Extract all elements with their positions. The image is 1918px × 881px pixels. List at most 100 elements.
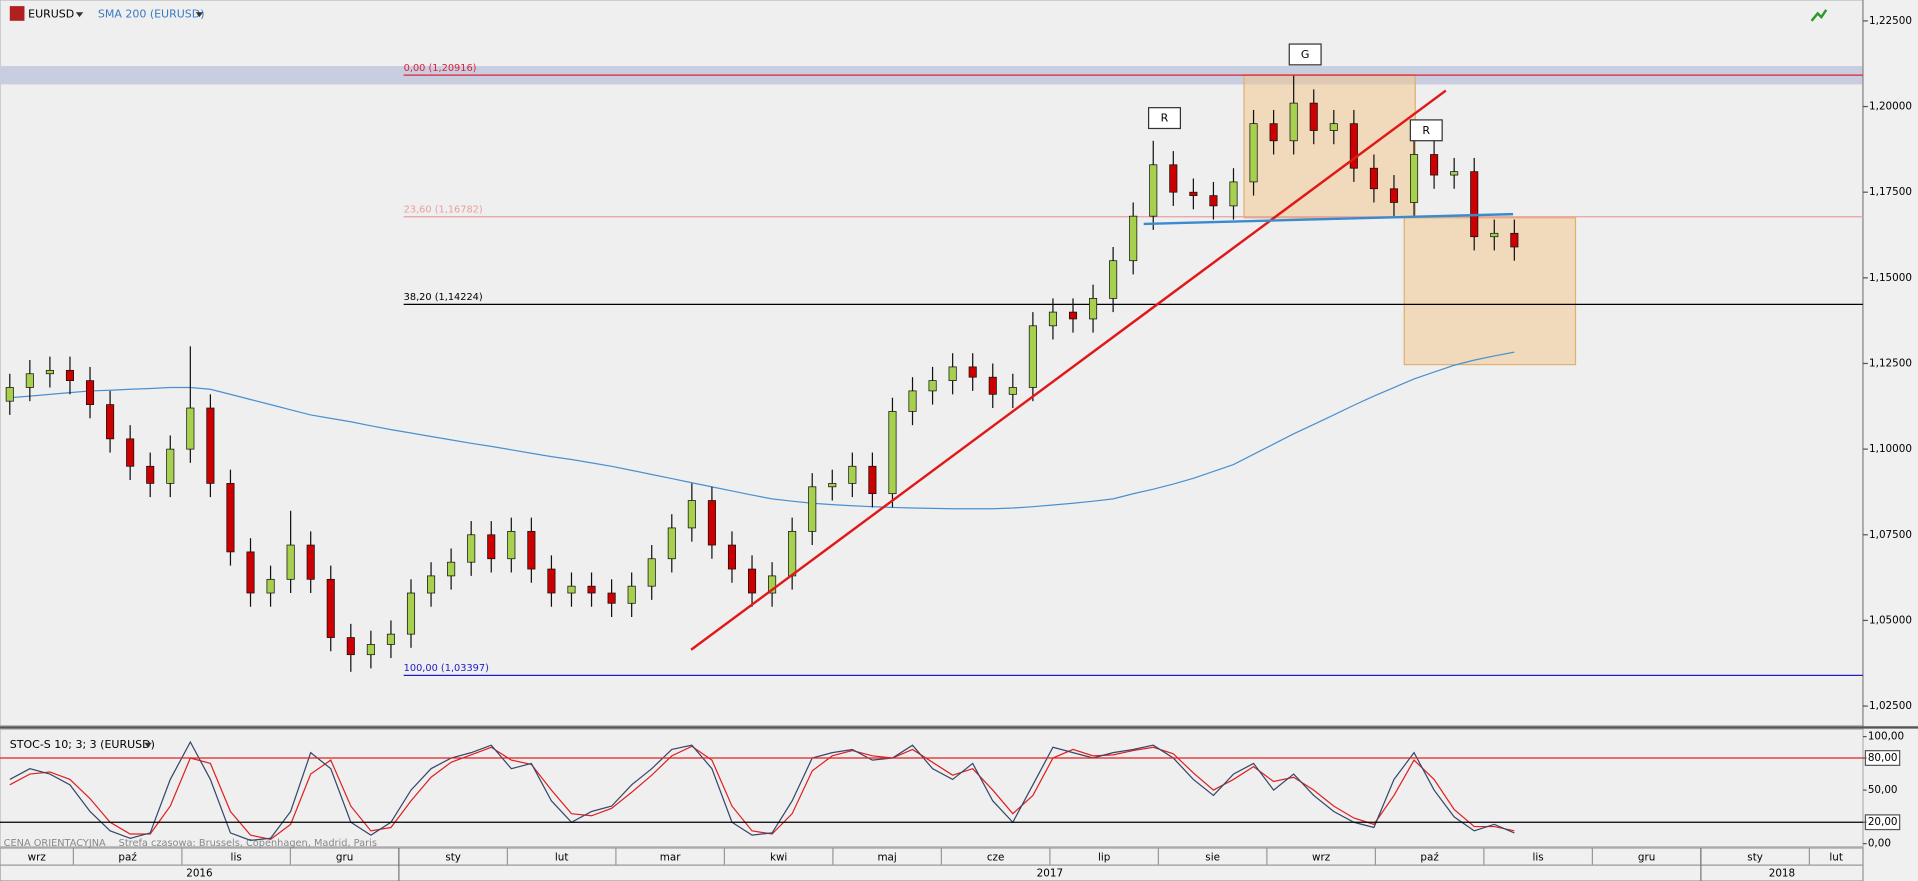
target-box: [1403, 217, 1577, 366]
candle-body: [687, 500, 696, 529]
month-label: wrz: [1312, 852, 1330, 864]
candle-body: [928, 380, 937, 392]
candle-body: [547, 568, 556, 594]
candle-body: [106, 404, 115, 440]
month-label: sty: [445, 852, 461, 864]
oscillator-panel: [0, 728, 1864, 848]
candle-body: [1510, 232, 1519, 248]
y-tick-label: 0,00: [1868, 838, 1891, 850]
candle-body: [1389, 188, 1399, 203]
candle-body: [908, 390, 917, 412]
candle-body: [727, 544, 737, 570]
candle-body: [467, 534, 476, 563]
y-tick-label: 1,20000: [1869, 101, 1912, 113]
candle-body: [447, 561, 456, 577]
month-label: paź: [1420, 852, 1438, 864]
annotation-box: [1147, 107, 1182, 130]
candle-body: [808, 486, 817, 532]
candle-body: [1349, 123, 1358, 169]
month-label: paź: [118, 852, 136, 864]
candle-body: [246, 551, 255, 594]
candle-body: [1068, 311, 1078, 320]
candle-body: [186, 407, 195, 450]
candle-body: [948, 366, 957, 381]
candle-body: [326, 578, 335, 638]
candle-body: [286, 544, 295, 580]
month-label: lut: [555, 852, 569, 864]
month-label: sie: [1205, 852, 1220, 864]
y-tick-label: 1,15000: [1869, 272, 1912, 284]
year-label: 2016: [186, 868, 212, 880]
candle-body: [1409, 154, 1419, 203]
footer-timezone: Strefa czasowa: Brussels, Copenhagen, Ma…: [119, 838, 377, 849]
y-tick-label: 1,07500: [1869, 529, 1912, 541]
dropdown-arrow[interactable]: [144, 742, 152, 748]
candle-body: [1089, 298, 1098, 320]
candle-body: [366, 644, 375, 656]
candle-body: [988, 376, 997, 395]
month-label: lip: [1098, 852, 1111, 864]
fib-label: 0,00 (1,20916): [404, 63, 477, 74]
candle-body: [868, 465, 877, 495]
fib-label: 100,00 (1,03397): [404, 663, 489, 674]
candle-body: [1269, 123, 1278, 142]
candle-body: [226, 483, 235, 553]
candle-body: [1189, 191, 1198, 196]
candle-body: [25, 373, 34, 388]
month-label: gru: [336, 852, 353, 864]
candle-body: [1329, 123, 1338, 131]
candle-body: [85, 380, 95, 405]
candle-body: [788, 530, 797, 577]
annotation: R: [1161, 112, 1169, 125]
candle-body: [5, 387, 14, 402]
dropdown-arrow[interactable]: [195, 12, 204, 18]
candle-body: [507, 530, 516, 560]
chart-icon[interactable]: [1810, 9, 1828, 22]
month-label: mar: [660, 852, 681, 864]
candle-body: [527, 530, 536, 570]
pattern-box: [1243, 74, 1416, 219]
month-label: lut: [1829, 852, 1843, 864]
month-label: lis: [231, 852, 242, 864]
indicator[interactable]: SMA 200 (EURUSD): [98, 8, 205, 21]
month-label: kwi: [770, 852, 787, 864]
candle-body: [968, 366, 977, 378]
candle-body: [567, 585, 576, 594]
y-tick-label: 80,00: [1868, 752, 1898, 764]
candle-body: [1470, 171, 1479, 238]
symbol-icon: [9, 6, 25, 21]
candle-body: [346, 637, 355, 656]
y-tick-label: 1,02500: [1869, 700, 1912, 712]
main-panel: [0, 0, 1864, 727]
candle-body: [1289, 102, 1298, 142]
candle-body: [1450, 171, 1459, 176]
footer-label: CENA ORIENTACYJNA: [4, 838, 106, 849]
candle-body: [1209, 195, 1218, 207]
oscillator-title[interactable]: STOC-S 10; 3; 3 (EURUSD): [10, 738, 155, 751]
candle-body: [1249, 123, 1258, 183]
trend-line: [690, 89, 1447, 651]
candle-body: [828, 483, 837, 488]
y-tick-label: 1,12500: [1869, 357, 1912, 369]
annotation: G: [1301, 48, 1310, 61]
y-tick-label: 50,00: [1868, 784, 1898, 796]
candle-body: [1109, 260, 1118, 299]
candle-body: [1309, 102, 1318, 131]
stoch-d-line: [9, 745, 1515, 841]
candle-body: [45, 369, 54, 375]
candle-body: [206, 407, 215, 484]
symbol[interactable]: EURUSD: [28, 8, 74, 21]
candle-body: [1430, 154, 1439, 176]
annotation-box: [1288, 43, 1322, 66]
sma-line: [9, 351, 1515, 510]
month-label: wrz: [28, 852, 46, 864]
candle-body: [768, 575, 777, 594]
candle-body: [667, 527, 676, 560]
month-label: sty: [1747, 852, 1763, 864]
candle-body: [647, 558, 656, 587]
month-label: maj: [877, 852, 896, 864]
dropdown-arrow[interactable]: [75, 12, 84, 18]
annotation: R: [1422, 124, 1430, 137]
candle-body: [266, 578, 275, 594]
